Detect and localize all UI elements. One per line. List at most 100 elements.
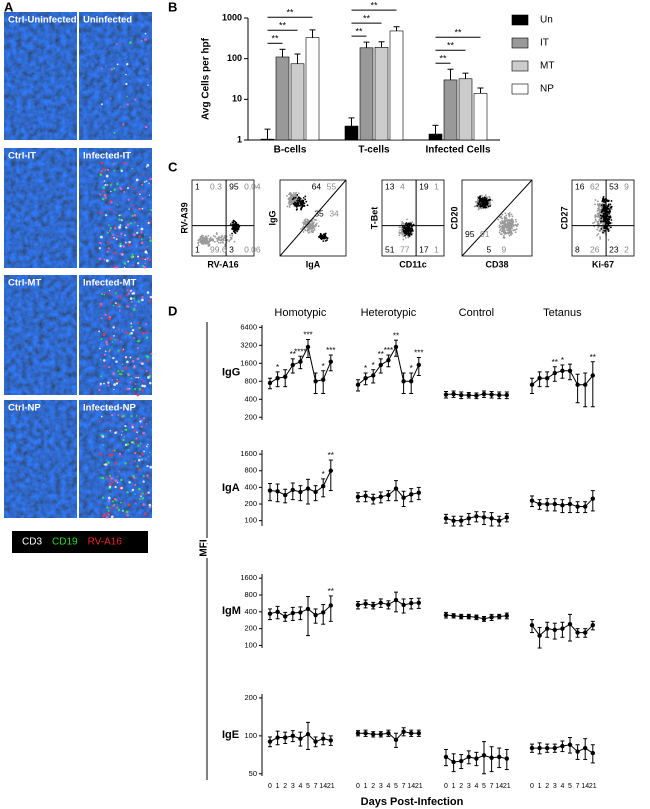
flow-event bbox=[288, 202, 291, 205]
stain-dot bbox=[146, 359, 149, 363]
stain-dot bbox=[119, 245, 122, 248]
point bbox=[552, 627, 557, 633]
significance-label: *** bbox=[414, 349, 423, 358]
stain-dot bbox=[122, 438, 125, 442]
stain-dot bbox=[144, 234, 146, 236]
flow-event bbox=[505, 229, 508, 231]
stain-dot bbox=[107, 496, 111, 500]
stain-dot bbox=[121, 369, 123, 372]
stain-dot bbox=[106, 512, 110, 515]
stain-dot bbox=[137, 300, 141, 303]
y-tick-label: 50 bbox=[249, 769, 257, 778]
flow-event bbox=[596, 203, 599, 205]
x-tick-label: 3 bbox=[553, 783, 557, 790]
flow-event bbox=[315, 219, 317, 221]
flow-event bbox=[594, 199, 597, 201]
stain-dot bbox=[115, 212, 117, 215]
stain-dot bbox=[106, 241, 110, 244]
x-axis-title: CD11c bbox=[399, 259, 427, 269]
point bbox=[298, 359, 303, 364]
flow-event bbox=[402, 238, 405, 241]
flow-event bbox=[601, 210, 603, 212]
point bbox=[355, 730, 361, 736]
stain-dot bbox=[139, 417, 141, 420]
bar bbox=[344, 125, 359, 141]
flow-event bbox=[475, 201, 478, 203]
stain-dot bbox=[143, 384, 146, 388]
point bbox=[321, 610, 326, 615]
point bbox=[590, 496, 595, 501]
panel-label: A bbox=[4, 0, 14, 14]
stain-dot bbox=[122, 123, 125, 126]
stain-dot bbox=[100, 103, 103, 106]
stain-dot bbox=[139, 361, 143, 364]
flow-event bbox=[309, 226, 312, 229]
gate-value: 62 bbox=[590, 181, 600, 191]
flow-event bbox=[312, 226, 315, 229]
stain-dot bbox=[137, 444, 140, 447]
stain-dot bbox=[117, 303, 121, 307]
group-title: Homotypic bbox=[274, 307, 326, 319]
stain-dot bbox=[124, 428, 128, 432]
flow-event bbox=[599, 208, 601, 211]
flow-event bbox=[404, 237, 407, 239]
stain-dot bbox=[123, 436, 126, 438]
point bbox=[583, 382, 588, 387]
flow-event bbox=[608, 209, 611, 212]
legend-swatch bbox=[511, 83, 529, 95]
stain-dot bbox=[129, 290, 132, 292]
flow-event bbox=[502, 230, 505, 233]
point bbox=[459, 518, 464, 523]
significance-label: *** bbox=[303, 331, 312, 340]
stain-dot bbox=[144, 262, 146, 265]
stain-dot bbox=[118, 218, 121, 221]
flow-event bbox=[603, 230, 606, 232]
flow-event bbox=[398, 234, 401, 237]
flow-event bbox=[506, 221, 509, 224]
stain-dot bbox=[128, 208, 130, 210]
point bbox=[378, 494, 383, 500]
y-tick-label: 200 bbox=[244, 624, 257, 633]
stain-dot bbox=[141, 384, 144, 388]
stain-dot bbox=[107, 509, 110, 512]
stain-dot bbox=[127, 503, 131, 507]
flow-event bbox=[510, 229, 512, 232]
gate-value: 0.04 bbox=[244, 181, 261, 191]
stain-dot bbox=[126, 360, 129, 364]
flow-event bbox=[306, 226, 309, 229]
stain-dot bbox=[124, 462, 127, 465]
stain-dot bbox=[113, 497, 117, 501]
stain-dot bbox=[136, 465, 139, 468]
y-axis-title: IgG bbox=[267, 211, 277, 226]
flow-event bbox=[508, 212, 511, 214]
flow-event bbox=[601, 226, 604, 229]
flow-event bbox=[607, 239, 610, 241]
stain-dot bbox=[99, 302, 103, 306]
stain-dot bbox=[141, 183, 144, 186]
point bbox=[545, 501, 550, 507]
point bbox=[451, 518, 456, 523]
flow-event bbox=[411, 228, 414, 231]
point bbox=[504, 756, 509, 761]
stain-dot bbox=[144, 258, 146, 261]
point bbox=[313, 379, 318, 384]
flow-event bbox=[304, 229, 307, 232]
flow-event bbox=[606, 218, 609, 220]
x-tick-label: 1 bbox=[452, 783, 456, 790]
flow-event bbox=[503, 219, 506, 222]
point bbox=[529, 745, 535, 751]
flow-event bbox=[301, 206, 303, 209]
flow-event bbox=[501, 220, 503, 222]
stain-dot bbox=[126, 63, 129, 66]
x-axis-title: IgA bbox=[306, 259, 321, 269]
stain-dot bbox=[133, 214, 137, 217]
stain-dot bbox=[107, 381, 110, 384]
stain-dot bbox=[131, 490, 133, 493]
flow-event bbox=[229, 223, 232, 226]
flow-event bbox=[484, 194, 487, 197]
point bbox=[371, 373, 376, 378]
stain-dot bbox=[134, 256, 137, 258]
flow-event bbox=[505, 214, 508, 217]
flow-event bbox=[498, 226, 501, 229]
stain-dot bbox=[101, 293, 103, 296]
